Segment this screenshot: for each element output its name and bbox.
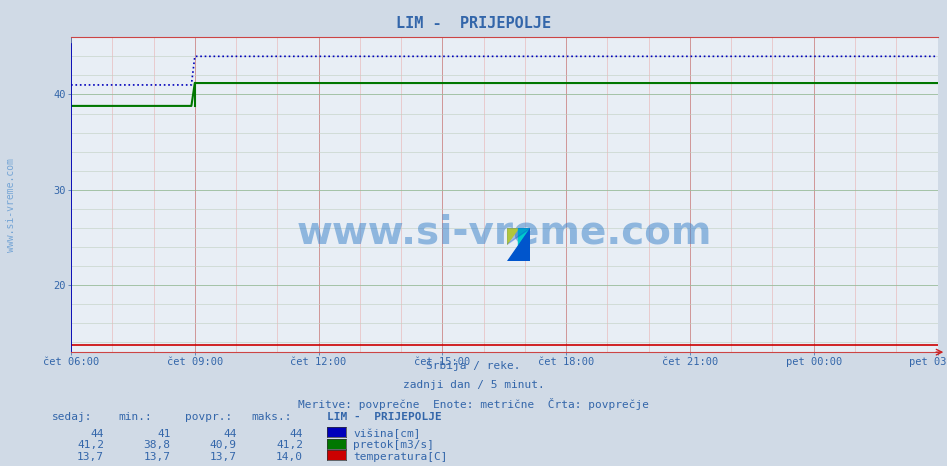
Text: maks.:: maks.: (251, 412, 292, 422)
Text: 44: 44 (223, 429, 237, 439)
Text: 41,2: 41,2 (77, 440, 104, 450)
Text: sedaj:: sedaj: (52, 412, 93, 422)
Polygon shape (519, 228, 530, 245)
Polygon shape (507, 228, 530, 245)
Text: 13,7: 13,7 (209, 452, 237, 462)
Text: 38,8: 38,8 (143, 440, 170, 450)
Text: temperatura[C]: temperatura[C] (353, 452, 448, 462)
Text: 44: 44 (290, 429, 303, 439)
Text: 41,2: 41,2 (276, 440, 303, 450)
Text: Srbija / reke.: Srbija / reke. (426, 361, 521, 371)
Text: 41: 41 (157, 429, 170, 439)
Text: višina[cm]: višina[cm] (353, 429, 420, 439)
Text: 13,7: 13,7 (143, 452, 170, 462)
Text: www.si-vreme.com: www.si-vreme.com (296, 213, 712, 251)
Text: 40,9: 40,9 (209, 440, 237, 450)
Polygon shape (507, 228, 530, 261)
Text: LIM -  PRIJEPOLJE: LIM - PRIJEPOLJE (327, 412, 441, 422)
Text: Meritve: povprečne  Enote: metrične  Črta: povprečje: Meritve: povprečne Enote: metrične Črta:… (298, 398, 649, 411)
Text: povpr.:: povpr.: (185, 412, 232, 422)
Text: pretok[m3/s]: pretok[m3/s] (353, 440, 435, 450)
Text: 44: 44 (91, 429, 104, 439)
Polygon shape (507, 228, 519, 245)
Text: www.si-vreme.com: www.si-vreme.com (7, 158, 16, 252)
Text: 14,0: 14,0 (276, 452, 303, 462)
Text: LIM -  PRIJEPOLJE: LIM - PRIJEPOLJE (396, 16, 551, 31)
Text: min.:: min.: (118, 412, 152, 422)
Text: 13,7: 13,7 (77, 452, 104, 462)
Text: zadnji dan / 5 minut.: zadnji dan / 5 minut. (402, 380, 545, 390)
